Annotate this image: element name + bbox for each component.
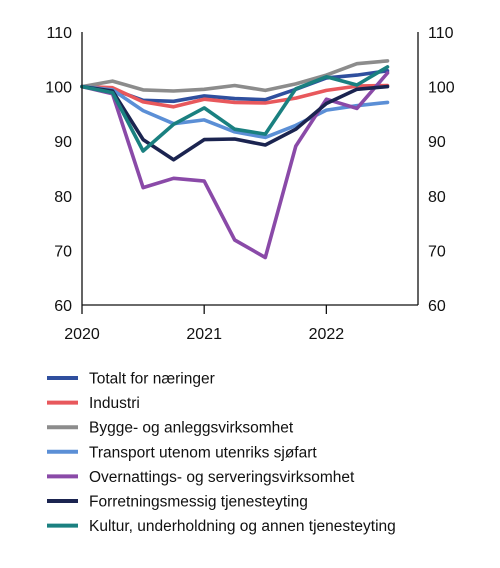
y-tick-label-left: 60 bbox=[54, 298, 72, 315]
series-line-3 bbox=[80, 59, 390, 93]
y-tick-label-right: 80 bbox=[428, 189, 446, 206]
y-tick-label-left: 80 bbox=[54, 189, 72, 206]
series-line-2 bbox=[80, 83, 390, 109]
series-line-5 bbox=[80, 71, 390, 260]
series-line-4 bbox=[80, 84, 390, 140]
axes bbox=[81, 32, 419, 314]
x-tick-label: 2022 bbox=[309, 326, 345, 343]
legend-label: Industri bbox=[89, 395, 140, 412]
y-tick-label-left: 70 bbox=[54, 243, 72, 260]
legend-label: Totalt for næringer bbox=[89, 371, 215, 388]
legend-label: Overnattings- og serveringsvirksomhet bbox=[89, 469, 355, 486]
tick-labels: 60 60 70 70 80 80 90 90 100 100 110 110 2020 2021 2022 bbox=[45, 25, 455, 343]
y-tick-label-right: 60 bbox=[428, 298, 446, 315]
plot-lines bbox=[80, 59, 390, 260]
y-tick-label-right: 100 bbox=[428, 80, 455, 97]
legend-label: Kultur, underholdning og annen tjenestey… bbox=[89, 518, 396, 535]
legend-label: Forretningsmessig tjenesteyting bbox=[89, 494, 308, 511]
y-tick-label-right: 110 bbox=[428, 25, 454, 42]
legend-label: Bygge- og anleggsvirksomhet bbox=[89, 420, 294, 437]
series-line-7 bbox=[80, 65, 390, 153]
y-tick-label-left: 90 bbox=[54, 134, 72, 151]
series-line-6 bbox=[80, 84, 390, 162]
legend-label: Transport utenom utenriks sjøfart bbox=[89, 444, 317, 461]
x-tick-label: 2020 bbox=[64, 326, 100, 343]
y-tick-label-right: 70 bbox=[428, 243, 446, 260]
y-tick-label-left: 100 bbox=[45, 80, 72, 97]
y-tick-label-right: 90 bbox=[428, 134, 446, 151]
x-tick-label: 2021 bbox=[186, 326, 222, 343]
legend: Totalt for næringer Industri Bygge- og anl… bbox=[47, 371, 396, 535]
y-tick-label-left: 110 bbox=[46, 25, 72, 42]
